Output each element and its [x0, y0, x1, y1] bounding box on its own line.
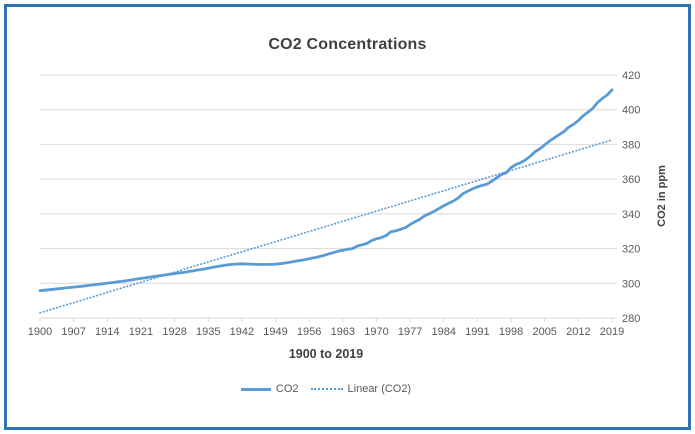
x-tick-label: 1970 [364, 326, 388, 338]
legend-label-co2: CO2 [275, 383, 299, 395]
x-tick-label: 2012 [566, 326, 590, 338]
y-tick-label: 400 [622, 105, 640, 117]
legend-item-co2: CO2 [240, 383, 299, 395]
y-tick-label: 320 [622, 244, 640, 256]
y-tick-label: 420 [622, 70, 640, 82]
x-axis-title: 1900 to 2019 [288, 347, 364, 361]
x-tick-label: 1921 [129, 326, 153, 338]
x-axis-tick-labels: 1900 1907 1914 1921 1928 1935 1942 1949 1956 1963… [28, 326, 624, 338]
legend-item-linear: Linear (CO2) [310, 383, 412, 395]
y-tick-label: 340 [622, 209, 640, 221]
y-tick-label: 280 [622, 313, 640, 325]
x-tick-label: 1914 [95, 326, 119, 338]
x-axis-ticks [39, 318, 613, 322]
x-tick-label: 1928 [162, 326, 186, 338]
y-axis-tick-labels: 280 300 320 340 360 380 400 420 [622, 70, 640, 325]
x-tick-label: 2019 [600, 326, 624, 338]
x-tick-label: 1991 [465, 326, 489, 338]
x-tick-label: 1984 [432, 326, 456, 338]
series-line-1 [39, 139, 613, 314]
x-tick-label: 2005 [532, 326, 556, 338]
linear-dotted-line-swatch [310, 388, 343, 390]
x-tick-label: 1907 [61, 326, 85, 338]
x-tick-label: 1998 [499, 326, 523, 338]
x-tick-label: 1942 [230, 326, 254, 338]
x-tick-label: 1900 [28, 326, 52, 338]
y-axis-title: CO2 in ppm [656, 165, 668, 227]
y-tick-label: 380 [622, 139, 640, 151]
chart-title: CO2 Concentrations [268, 36, 427, 53]
series-line-0 [38, 88, 614, 293]
x-tick-label: 1956 [297, 326, 321, 338]
legend-label-linear: Linear (CO2) [347, 383, 412, 395]
y-tick-label: 300 [622, 278, 640, 290]
x-tick-label: 1935 [196, 326, 220, 338]
x-tick-label: 1977 [398, 326, 422, 338]
gridlines [40, 74, 617, 319]
co2-solid-line-swatch [240, 387, 271, 391]
y-tick-label: 360 [622, 174, 640, 186]
x-tick-label: 1963 [331, 326, 355, 338]
x-tick-label: 1949 [263, 326, 287, 338]
legend: CO2 Linear (CO2) [40, 383, 612, 395]
